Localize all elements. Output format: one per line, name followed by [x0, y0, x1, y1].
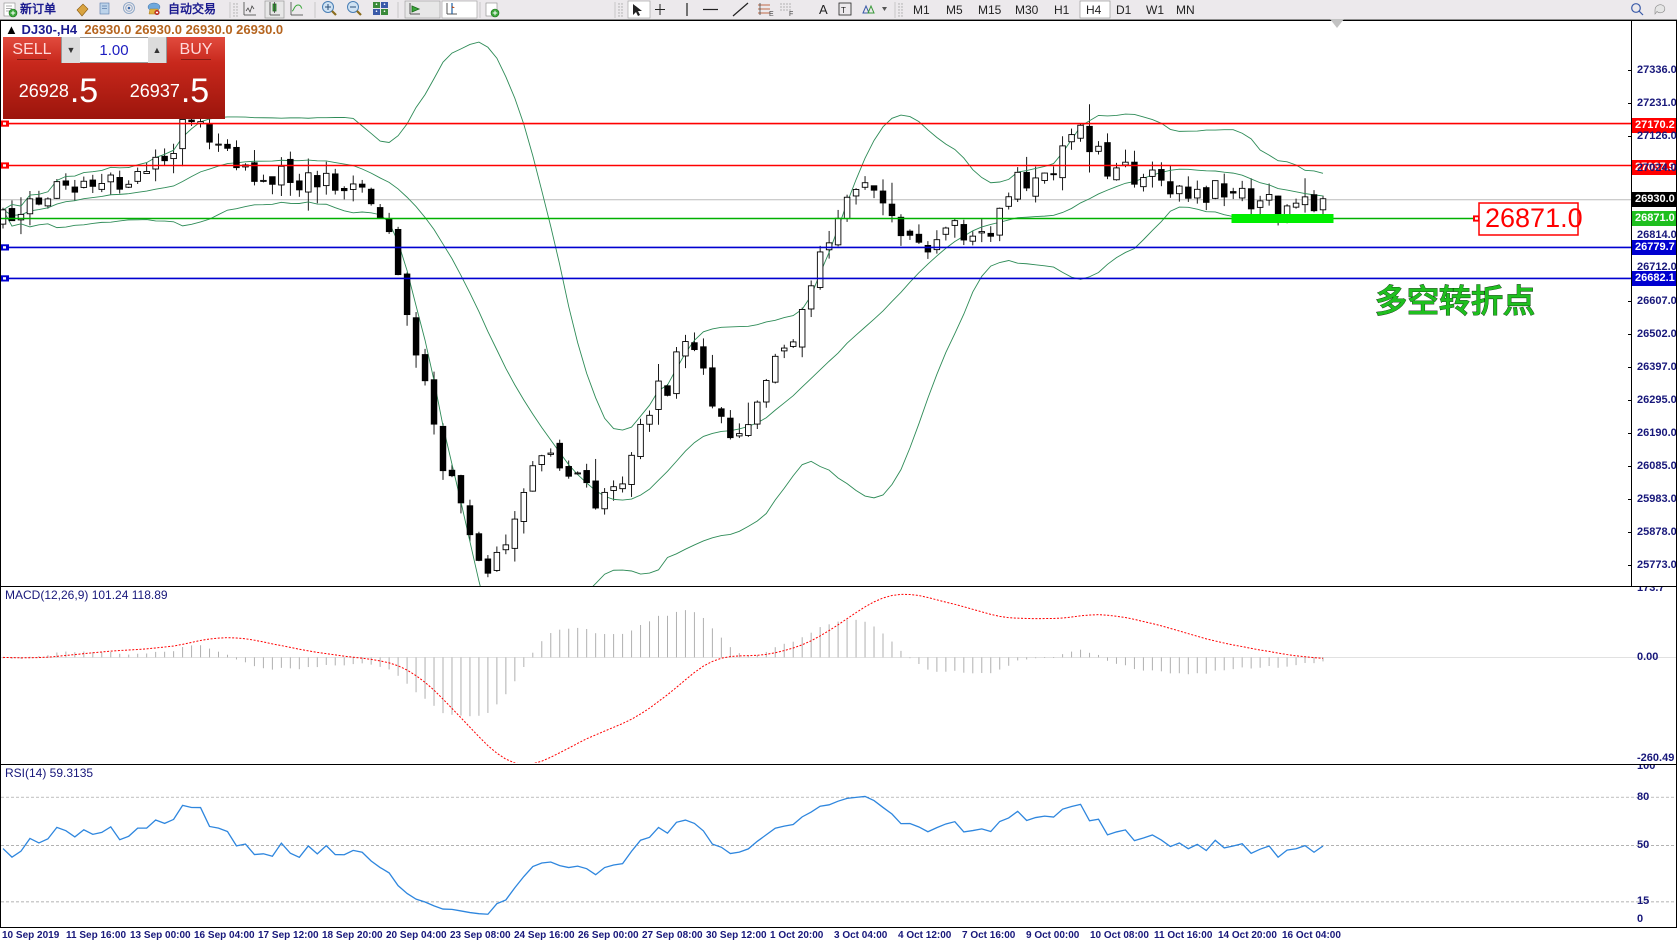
svg-text:M5: M5 [946, 3, 963, 17]
svg-text:T: T [841, 6, 846, 15]
svg-text:A: A [819, 2, 828, 17]
svg-text:M30: M30 [1015, 3, 1039, 17]
svg-text:新订单: 新订单 [20, 1, 56, 16]
svg-text:M15: M15 [978, 3, 1002, 17]
svg-text:自动交易: 自动交易 [168, 1, 216, 16]
svg-text:26871.0: 26871.0 [1485, 203, 1583, 233]
svg-text:E: E [769, 11, 774, 18]
svg-text:F: F [789, 11, 793, 18]
svg-text:H4: H4 [1086, 3, 1102, 17]
svg-text:W1: W1 [1146, 3, 1164, 17]
svg-text:H1: H1 [1054, 3, 1070, 17]
svg-text:M1: M1 [913, 3, 930, 17]
svg-text:D1: D1 [1116, 3, 1132, 17]
svg-text:MN: MN [1176, 3, 1195, 17]
svg-text:多空转折点: 多空转折点 [1375, 283, 1535, 319]
